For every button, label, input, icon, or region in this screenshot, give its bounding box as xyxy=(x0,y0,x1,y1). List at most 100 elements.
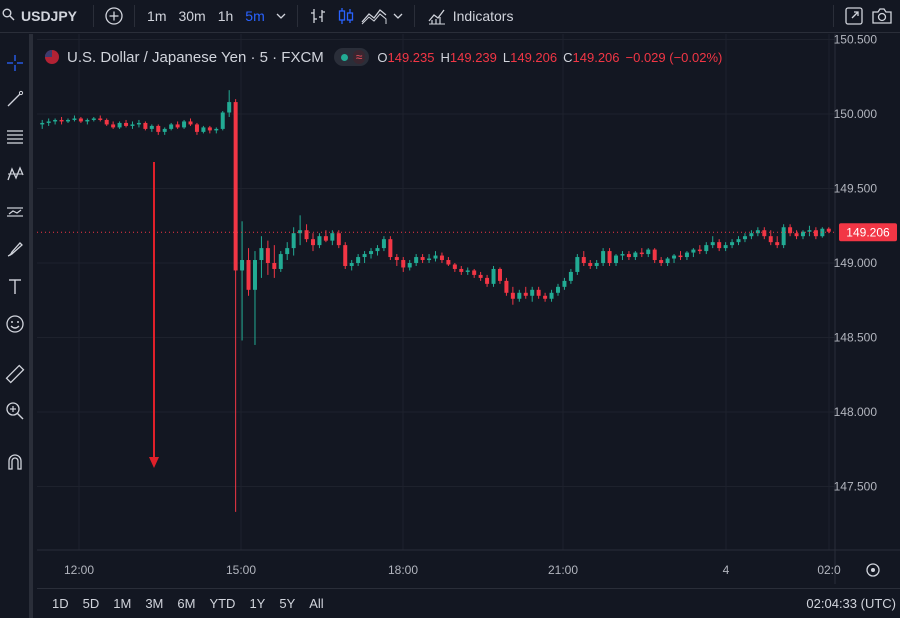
candle xyxy=(439,252,444,263)
ruler-icon xyxy=(5,364,24,384)
candle xyxy=(265,240,270,275)
price-tick-label: 147.500 xyxy=(834,480,878,494)
candle xyxy=(446,257,451,266)
candle xyxy=(652,248,657,263)
trend-line-tool[interactable] xyxy=(0,84,29,114)
candle xyxy=(72,115,77,122)
range-5d[interactable]: 5D xyxy=(82,596,100,611)
range-1d[interactable]: 1D xyxy=(52,596,69,611)
candle xyxy=(381,236,386,252)
candles-style-button[interactable] xyxy=(332,3,360,29)
candle xyxy=(459,265,464,275)
candle xyxy=(788,224,793,237)
candle xyxy=(607,248,612,266)
interval-1m[interactable]: 1m xyxy=(147,8,167,24)
measure-tool[interactable] xyxy=(0,359,29,389)
utc-clock[interactable]: 02:04:33 (UTC) xyxy=(806,596,896,611)
candle xyxy=(717,239,722,252)
candle xyxy=(330,230,335,246)
time-tick-label: 21:00 xyxy=(548,563,578,577)
gear-icon xyxy=(866,563,880,577)
symbol-search-button[interactable]: USDJPY xyxy=(0,0,87,32)
candle xyxy=(646,248,651,258)
candle xyxy=(117,121,122,129)
price-tick-label: 148.000 xyxy=(834,405,878,419)
candle xyxy=(826,227,831,234)
candle xyxy=(427,254,432,263)
indicators-button[interactable]: Indicators xyxy=(421,3,520,29)
brush-tool[interactable] xyxy=(0,234,29,264)
symbol-title[interactable]: U.S. Dollar / Japanese Yen · 5 · FXCM xyxy=(67,48,324,66)
market-status[interactable]: ≈ xyxy=(333,48,370,66)
candle xyxy=(504,277,509,296)
price-tick-label: 150.500 xyxy=(834,34,878,47)
fullscreen-button[interactable] xyxy=(840,3,868,29)
candle xyxy=(575,254,580,275)
interval-1h[interactable]: 1h xyxy=(217,8,234,24)
candle xyxy=(543,292,548,302)
range-5y[interactable]: 5Y xyxy=(279,596,296,611)
candle xyxy=(91,116,96,122)
candle xyxy=(401,257,406,272)
candle xyxy=(665,257,670,266)
interval-30m[interactable]: 30m xyxy=(178,8,206,24)
candle xyxy=(201,125,206,134)
down-arrow-annotation[interactable] xyxy=(149,162,159,468)
forecast-tool[interactable] xyxy=(0,197,29,227)
candle xyxy=(633,251,638,261)
toolbar-divider xyxy=(93,5,95,27)
chart-type-dropdown[interactable] xyxy=(388,3,408,29)
price-tick-label: 149.000 xyxy=(834,256,878,270)
chart-pane[interactable]: 150.500 150.000 149.500 149.000 148.500 148.0… xyxy=(37,33,900,584)
fib-retracement-tool[interactable] xyxy=(0,122,29,152)
candle xyxy=(742,233,747,243)
indicators-icon xyxy=(428,9,445,25)
price-tick-label: 150.000 xyxy=(834,107,878,121)
expand-icon xyxy=(845,7,863,25)
range-3m[interactable]: 3M xyxy=(145,596,164,611)
candle xyxy=(136,119,141,128)
candle xyxy=(394,254,399,266)
candle xyxy=(98,115,103,122)
range-ytd[interactable]: YTD xyxy=(209,596,236,611)
candles-icon xyxy=(338,8,353,24)
compare-add-button[interactable] xyxy=(100,3,128,29)
range-1y[interactable]: 1Y xyxy=(249,596,266,611)
symbol-name: USDJPY xyxy=(21,8,78,24)
interval-dropdown[interactable] xyxy=(271,3,291,29)
range-all[interactable]: All xyxy=(309,596,324,611)
candle xyxy=(478,271,483,281)
candle xyxy=(588,260,593,269)
candle xyxy=(227,90,232,117)
magnet-tool[interactable] xyxy=(0,447,29,477)
price-chart[interactable]: 150.500 150.000 149.500 149.000 148.500 148.0… xyxy=(37,33,900,584)
trend-line-icon xyxy=(7,90,23,107)
time-tick-label: 15:00 xyxy=(226,563,256,577)
top-toolbar: USDJPY 1m 30m 1h 5m Indicators xyxy=(0,0,900,33)
range-6m[interactable]: 6M xyxy=(177,596,196,611)
snapshot-button[interactable] xyxy=(868,3,896,29)
crosshair-tool[interactable] xyxy=(0,48,29,78)
candle xyxy=(762,227,767,240)
candle xyxy=(807,225,812,237)
zoom-tool[interactable] xyxy=(0,396,29,426)
toolbar-divider xyxy=(413,5,415,27)
range-1m[interactable]: 1M xyxy=(113,596,132,611)
text-tool[interactable] xyxy=(0,272,29,302)
emoji-tool[interactable] xyxy=(0,309,29,339)
candle xyxy=(246,248,251,296)
interval-5m[interactable]: 5m xyxy=(245,8,265,24)
candle xyxy=(755,227,760,237)
pattern-icon xyxy=(6,166,24,181)
time-tick-label: 18:00 xyxy=(388,563,418,577)
pattern-tool[interactable] xyxy=(0,159,29,189)
axis-settings-button[interactable] xyxy=(866,563,880,577)
drawing-toolbar xyxy=(0,34,33,618)
candle xyxy=(343,242,348,269)
magnet-icon xyxy=(7,454,22,470)
bars-style-button[interactable] xyxy=(304,3,332,29)
bars-icon xyxy=(310,9,325,23)
area-style-button[interactable] xyxy=(360,3,388,29)
candle xyxy=(349,260,354,271)
last-price-label: 149.206 xyxy=(839,223,897,242)
